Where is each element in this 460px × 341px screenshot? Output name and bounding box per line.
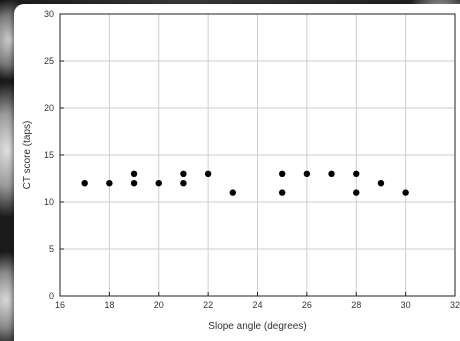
chart-panel <box>14 4 460 341</box>
grid-lines <box>60 14 455 296</box>
data-point <box>377 180 385 187</box>
data-point <box>180 180 187 187</box>
y-axis-title: CT score (taps) <box>22 121 33 190</box>
data-point <box>328 170 335 177</box>
x-axis-title: Slope angle (degrees) <box>208 321 306 332</box>
x-tick-label: 26 <box>302 300 312 310</box>
x-tick-label: 24 <box>252 300 262 310</box>
y-tick-label: 30 <box>44 9 54 19</box>
data-point <box>229 189 237 196</box>
x-tick-label: 16 <box>55 300 65 310</box>
data-point <box>155 180 162 187</box>
data-point <box>303 170 311 177</box>
x-tick-label: 22 <box>203 300 213 310</box>
axis-ticks: 16 18 20 22 24 26 28 30 32 0 5 10 15 20 25 30 <box>44 9 460 310</box>
y-tick-label: 0 <box>49 291 54 301</box>
y-tick-label: 20 <box>44 103 54 113</box>
data-point <box>130 180 138 187</box>
x-tick-label: 18 <box>104 300 114 310</box>
data-point <box>402 189 409 196</box>
data-point <box>180 170 187 177</box>
data-point <box>278 170 286 177</box>
data-point <box>204 170 212 177</box>
data-point <box>353 189 360 196</box>
y-tick-label: 10 <box>44 197 54 207</box>
data-point <box>130 170 138 177</box>
y-tick-label: 5 <box>49 244 54 254</box>
x-tick-label: 20 <box>154 300 164 310</box>
x-tick-label: 32 <box>450 300 460 310</box>
data-point <box>353 170 360 177</box>
data-points <box>81 170 409 196</box>
data-point <box>106 180 113 187</box>
x-tick-label: 30 <box>401 300 411 310</box>
data-point <box>278 189 286 196</box>
y-tick-label: 15 <box>44 150 54 160</box>
x-tick-label: 28 <box>351 300 361 310</box>
y-tick-label: 25 <box>44 56 54 66</box>
data-point <box>81 180 88 187</box>
